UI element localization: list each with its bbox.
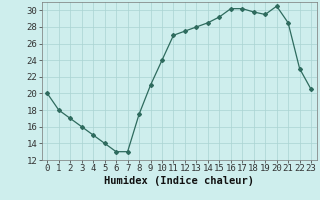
X-axis label: Humidex (Indice chaleur): Humidex (Indice chaleur) xyxy=(104,176,254,186)
